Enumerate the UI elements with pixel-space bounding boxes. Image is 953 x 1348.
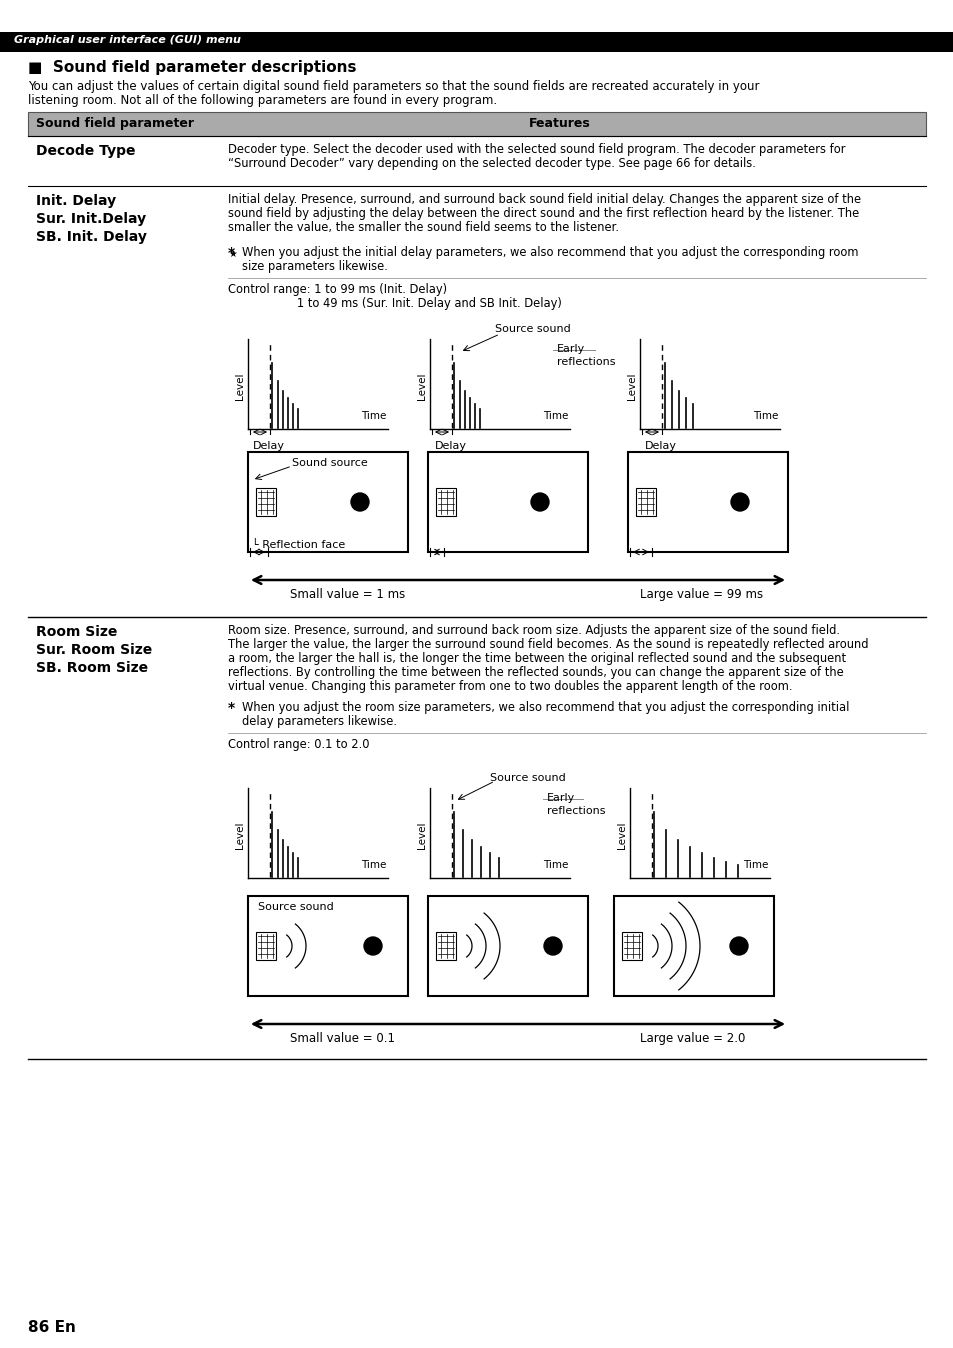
Text: ■  Sound field parameter descriptions: ■ Sound field parameter descriptions <box>28 61 356 75</box>
Text: Delay: Delay <box>253 441 285 452</box>
Text: reflections: reflections <box>546 806 605 816</box>
Text: Room size. Presence, surround, and surround back room size. Adjusts the apparent: Room size. Presence, surround, and surro… <box>228 624 840 638</box>
Bar <box>0 32 953 53</box>
Text: Early: Early <box>546 793 575 803</box>
Circle shape <box>729 937 747 954</box>
Text: Level: Level <box>416 821 427 849</box>
Bar <box>627 452 787 551</box>
Text: *: * <box>228 245 234 260</box>
Text: When you adjust the room size parameters, we also recommend that you adjust the : When you adjust the room size parameters… <box>242 701 848 714</box>
Text: You can adjust the values of certain digital sound field parameters so that the : You can adjust the values of certain dig… <box>28 80 759 93</box>
Text: listening room. Not all of the following parameters are found in every program.: listening room. Not all of the following… <box>28 94 497 106</box>
Circle shape <box>543 937 561 954</box>
Text: Init. Delay: Init. Delay <box>36 194 116 208</box>
Text: Small value = 0.1: Small value = 0.1 <box>290 1033 395 1045</box>
Text: Time: Time <box>752 411 778 421</box>
Text: Control range: 0.1 to 2.0: Control range: 0.1 to 2.0 <box>228 737 369 751</box>
Text: Sur. Init.Delay: Sur. Init.Delay <box>36 212 146 226</box>
Bar <box>614 896 773 996</box>
Text: smaller the value, the smaller the sound field seems to the listener.: smaller the value, the smaller the sound… <box>228 221 618 235</box>
Text: Delay: Delay <box>435 441 467 452</box>
Text: Initial delay. Presence, surround, and surround back sound field initial delay. : Initial delay. Presence, surround, and s… <box>228 193 861 206</box>
Text: Source sound: Source sound <box>257 902 334 913</box>
Text: Time: Time <box>542 860 567 869</box>
Text: SB. Init. Delay: SB. Init. Delay <box>36 231 147 244</box>
Text: Large value = 2.0: Large value = 2.0 <box>639 1033 744 1045</box>
Text: Time: Time <box>542 411 567 421</box>
Text: The larger the value, the larger the surround sound field becomes. As the sound : The larger the value, the larger the sur… <box>228 638 867 651</box>
Bar <box>428 452 587 551</box>
Text: Graphical user interface (GUI) menu: Graphical user interface (GUI) menu <box>14 35 240 44</box>
Text: Room Size: Room Size <box>36 625 117 639</box>
Text: Time: Time <box>741 860 767 869</box>
Bar <box>248 896 408 996</box>
Bar <box>636 488 656 516</box>
Text: Control range: 1 to 99 ms (Init. Delay): Control range: 1 to 99 ms (Init. Delay) <box>228 283 447 297</box>
Text: Early: Early <box>557 344 584 355</box>
Text: size parameters likewise.: size parameters likewise. <box>242 260 388 274</box>
Text: When you adjust the initial delay parameters, we also recommend that you adjust : When you adjust the initial delay parame… <box>242 245 858 259</box>
Bar <box>248 452 408 551</box>
Text: 1 to 49 ms (Sur. Init. Delay and SB Init. Delay): 1 to 49 ms (Sur. Init. Delay and SB Init… <box>228 297 561 310</box>
Text: Level: Level <box>234 821 245 849</box>
Text: Time: Time <box>360 411 386 421</box>
Circle shape <box>364 937 381 954</box>
Text: ★: ★ <box>229 249 237 259</box>
Circle shape <box>531 493 548 511</box>
Text: Delay: Delay <box>644 441 677 452</box>
Text: Sound field parameter: Sound field parameter <box>36 117 193 129</box>
Bar <box>255 931 275 960</box>
Text: a room, the larger the hall is, the longer the time between the original reflect: a room, the larger the hall is, the long… <box>228 652 845 665</box>
Bar <box>436 488 456 516</box>
Text: reflections: reflections <box>557 357 615 367</box>
Text: reflections. By controlling the time between the reflected sounds, you can chang: reflections. By controlling the time bet… <box>228 666 842 679</box>
Text: Decode Type: Decode Type <box>36 144 135 158</box>
Text: Large value = 99 ms: Large value = 99 ms <box>639 588 762 601</box>
Text: virtual venue. Changing this parameter from one to two doubles the apparent leng: virtual venue. Changing this parameter f… <box>228 679 792 693</box>
Text: Sound source: Sound source <box>292 458 367 468</box>
Text: *: * <box>228 701 234 714</box>
Text: Level: Level <box>416 372 427 400</box>
Text: Small value = 1 ms: Small value = 1 ms <box>290 588 405 601</box>
Text: Level: Level <box>617 821 626 849</box>
Bar <box>428 896 587 996</box>
Text: Time: Time <box>360 860 386 869</box>
Text: “Surround Decoder” vary depending on the selected decoder type. See page 66 for : “Surround Decoder” vary depending on the… <box>228 156 755 170</box>
Text: Decoder type. Select the decoder used with the selected sound field program. The: Decoder type. Select the decoder used wi… <box>228 143 844 156</box>
Circle shape <box>730 493 748 511</box>
Text: Source sound: Source sound <box>490 772 565 783</box>
Text: Source sound: Source sound <box>495 324 570 334</box>
Bar <box>621 931 641 960</box>
Text: 86 En: 86 En <box>28 1320 76 1335</box>
Text: Features: Features <box>529 117 590 129</box>
Text: delay parameters likewise.: delay parameters likewise. <box>242 714 396 728</box>
Bar <box>436 931 456 960</box>
Bar <box>255 488 275 516</box>
Text: Sur. Room Size: Sur. Room Size <box>36 643 152 656</box>
Circle shape <box>351 493 369 511</box>
Text: Level: Level <box>626 372 637 400</box>
Text: SB. Room Size: SB. Room Size <box>36 661 148 675</box>
Bar <box>28 112 925 136</box>
Text: Level: Level <box>234 372 245 400</box>
Text: └ Reflection face: └ Reflection face <box>252 541 345 550</box>
Text: sound field by adjusting the delay between the direct sound and the first reflec: sound field by adjusting the delay betwe… <box>228 208 859 220</box>
